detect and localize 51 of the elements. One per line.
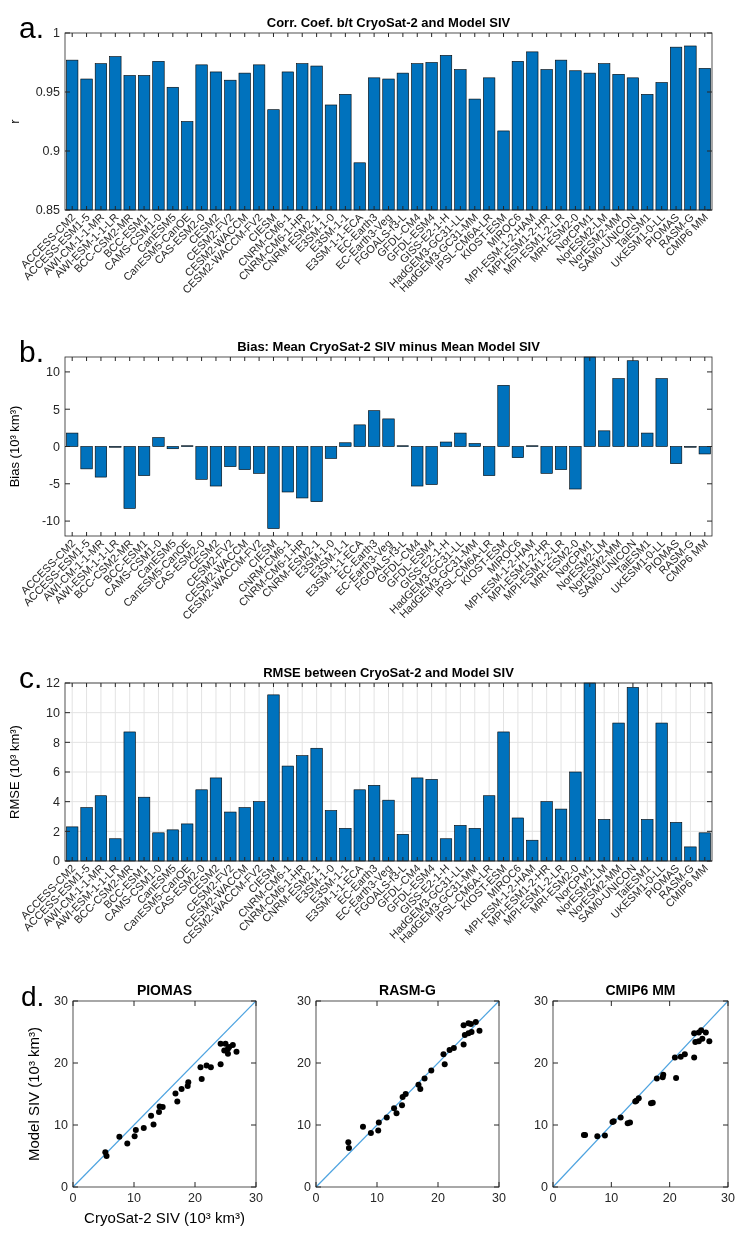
chart-title: Corr. Coef. b/t CryoSat-2 and Model SIV — [266, 15, 511, 30]
x-tick-label: 30 — [721, 1191, 735, 1205]
x-tick-label: 20 — [431, 1191, 445, 1205]
y-tick-label: -10 — [41, 514, 61, 529]
y-tick-label: 0.95 — [35, 85, 61, 100]
y-tick-label: 0.9 — [42, 144, 61, 159]
x-tick-label: 10 — [604, 1191, 619, 1205]
x-tick-label: 10 — [370, 1191, 384, 1205]
y-tick-label: 10 — [46, 365, 61, 380]
x-tick-label: 10 — [127, 1191, 141, 1205]
y-tick-label: 30 — [54, 994, 69, 1009]
y-tick-label: 10 — [297, 1118, 312, 1133]
y-tick-label: 0 — [541, 1180, 549, 1195]
y-tick-label: 20 — [297, 1056, 312, 1071]
chart-title: CMIP6 MM — [605, 982, 676, 998]
y-tick-label: 10 — [46, 706, 61, 721]
y-tick-label: 5 — [53, 402, 61, 417]
y-tick-label: 30 — [297, 994, 312, 1009]
y-tick-label: 4 — [53, 795, 61, 810]
y-tick-label: 8 — [53, 735, 61, 750]
y-tick-label: 30 — [534, 994, 549, 1009]
y-tick-label: 0 — [304, 1180, 312, 1195]
chart-title: Bias: Mean CryoSat-2 SIV minus Mean Model SIV — [237, 339, 541, 354]
x-tick-label: 30 — [249, 1191, 263, 1205]
chart-title: RMSE between CryoSat-2 and Model SIV — [263, 665, 515, 680]
y-tick-label: 20 — [54, 1056, 69, 1071]
text: c. — [19, 661, 43, 694]
x-tick-label: 20 — [662, 1191, 677, 1205]
y-tick-label: 0.85 — [35, 203, 61, 218]
y-tick-label: 1 — [53, 26, 61, 41]
x-axis-title: CryoSat-2 SIV (10³ km³) — [84, 1209, 245, 1226]
y-tick-label: 0 — [61, 1180, 69, 1195]
y-axis-title: Model SIV (10³ km³) — [25, 1026, 42, 1162]
text: b. — [19, 335, 45, 368]
y-tick-label: 20 — [534, 1056, 549, 1071]
y-axis-title: RMSE (10³ km³) — [7, 725, 22, 819]
y-tick-label: 12 — [46, 676, 61, 691]
y-tick-label: 2 — [53, 824, 61, 839]
text: d. — [21, 981, 45, 1012]
y-axis-title: Bias (10³ km³) — [7, 405, 22, 488]
y-tick-label: 0 — [53, 439, 61, 454]
y-axis-title: r — [7, 118, 22, 124]
text: a. — [19, 11, 45, 44]
y-tick-label: 10 — [54, 1118, 69, 1133]
y-tick-label: 6 — [53, 765, 61, 780]
x-tick-label: 30 — [492, 1191, 506, 1205]
x-tick-label: 20 — [188, 1191, 202, 1205]
y-tick-label: -5 — [48, 477, 61, 492]
chart-title: RASM-G — [379, 982, 436, 998]
y-tick-label: 10 — [534, 1118, 549, 1133]
chart-title: PIOMAS — [136, 982, 193, 998]
